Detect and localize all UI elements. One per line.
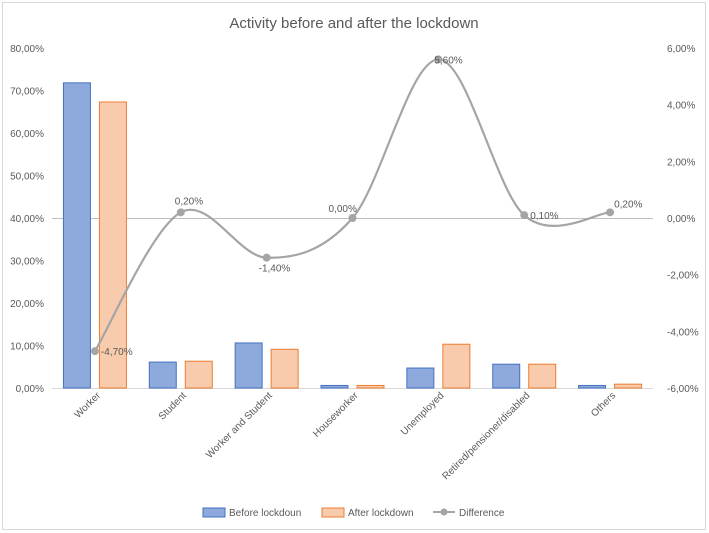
y-left-tick-label: 30,00% (10, 257, 44, 268)
difference-point (606, 208, 615, 217)
difference-data-label: -4,70% (101, 347, 133, 358)
difference-data-label: 0,20% (175, 196, 203, 207)
x-tick-label: Retired/pensioner/disabled (440, 390, 532, 482)
legend-before-lockdown-swatch (202, 507, 226, 518)
bar-before-lockdown (62, 82, 91, 389)
bar-after-lockdown (98, 101, 127, 389)
x-tick-label: Others (589, 390, 618, 419)
legend-before-lockdown-label: Before lockdoun (229, 508, 301, 519)
legend-after-lockdown-swatch (321, 507, 345, 518)
bar-after-lockdown (184, 360, 213, 389)
y-left-tick-label: 10,00% (10, 342, 44, 353)
difference-data-label: 5,60% (434, 55, 462, 66)
y-right-tick-label: 6,00% (667, 44, 695, 55)
x-tick-label: Worker (73, 390, 104, 421)
y-right-tick-label: 0,00% (667, 214, 695, 225)
y-left-tick-label: 60,00% (10, 129, 44, 140)
y-left-tick-label: 0,00% (16, 384, 44, 395)
legend: Before lockdoun After lockdown Difference (202, 507, 505, 519)
legend-difference-label: Difference (459, 508, 505, 519)
legend-after-lockdown-label: After lockdown (348, 508, 414, 519)
x-tick-label: Student (157, 390, 189, 422)
y-left-tick-label: 40,00% (10, 214, 44, 225)
bar-before-lockdown (148, 361, 177, 389)
difference-data-label: -1,40% (259, 264, 291, 275)
bar-before-lockdown (234, 342, 263, 389)
x-tick-label: Worker and Student (204, 390, 275, 461)
difference-point (520, 211, 529, 220)
difference-data-label: 0,00% (329, 204, 357, 215)
bar-after-lockdown (614, 383, 643, 389)
bar-after-lockdown (270, 348, 299, 389)
bar-before-lockdown (492, 363, 521, 389)
y-left-tick-label: 50,00% (10, 172, 44, 183)
y-right-tick-label: -4,00% (667, 327, 699, 338)
y-right-tick-label: 4,00% (667, 101, 695, 112)
difference-point (434, 55, 443, 64)
bar-before-lockdown (578, 384, 607, 389)
bar-after-lockdown (442, 343, 471, 389)
x-tick-label: Houseworker (311, 390, 361, 440)
legend-difference-marker (440, 508, 448, 516)
difference-point (90, 347, 99, 356)
difference-data-label: 0,10% (530, 211, 558, 222)
x-tick-label: Unemployed (399, 390, 446, 437)
y-right-tick-label: -2,00% (667, 271, 699, 282)
bar-before-lockdown (406, 367, 435, 389)
y-left-tick-label: 20,00% (10, 299, 44, 310)
difference-point (176, 208, 185, 217)
bar-after-lockdown (528, 363, 557, 389)
difference-point (348, 214, 357, 222)
bar-after-lockdown (356, 384, 385, 389)
difference-point (262, 253, 271, 262)
y-left-tick-label: 80,00% (10, 44, 44, 55)
difference-data-label: 0,20% (614, 199, 642, 210)
chart-title: Activity before and after the lockdown (229, 15, 478, 32)
y-right-tick-label: 2,00% (667, 157, 695, 168)
y-right-tick-label: -6,00% (667, 384, 699, 395)
y-left-tick-label: 70,00% (10, 87, 44, 98)
bar-before-lockdown (320, 384, 349, 389)
